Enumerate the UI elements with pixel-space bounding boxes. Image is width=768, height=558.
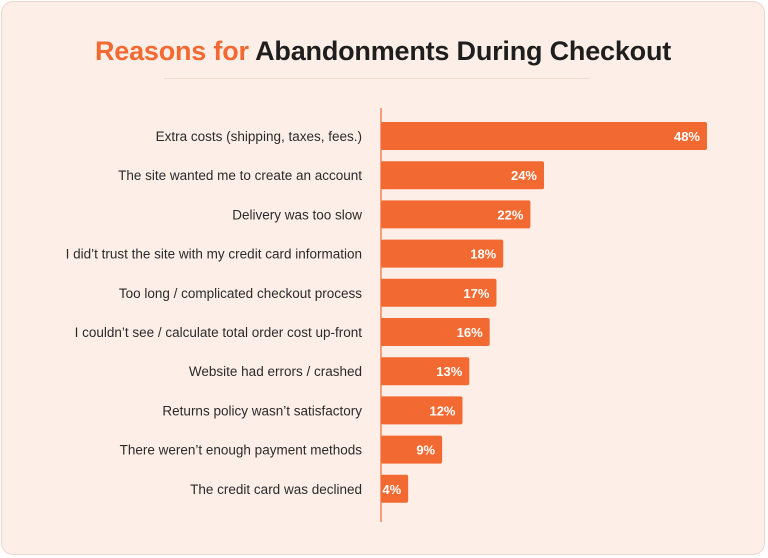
- value-label: 24%: [511, 168, 537, 183]
- bar: [381, 474, 409, 503]
- bar: [381, 435, 443, 464]
- category-label: I couldn’t see / calculate total order c…: [75, 325, 363, 340]
- category-label: I did’t trust the site with my credit ca…: [66, 247, 362, 262]
- chart-title-accent: Reasons for: [94, 36, 249, 66]
- value-label: 9%: [416, 443, 435, 458]
- chart-title-main: Abandonments During Checkout: [255, 36, 672, 66]
- value-label: 13%: [436, 364, 462, 379]
- category-label: There weren’t enough payment methods: [120, 443, 363, 458]
- category-label: The credit card was declined: [190, 482, 362, 497]
- category-label: Delivery was too slow: [232, 207, 362, 222]
- bar: [381, 357, 470, 386]
- bar: [381, 239, 504, 268]
- category-label: Returns policy wasn’t satisfactory: [162, 403, 362, 418]
- category-label: The site wanted me to create an account: [118, 168, 362, 183]
- bar: [381, 318, 490, 346]
- bar: [381, 122, 707, 150]
- title-divider: [164, 78, 590, 79]
- value-label: 22%: [497, 207, 523, 222]
- category-label: Extra costs (shipping, taxes, fees.): [156, 129, 362, 144]
- bar: [381, 161, 544, 190]
- chart-title: Reasons for Abandonments During Checkout: [2, 36, 764, 67]
- bar: [381, 396, 463, 425]
- value-label: 48%: [674, 129, 700, 144]
- bar: [381, 200, 531, 229]
- value-label: 4%: [382, 482, 401, 497]
- value-label: 12%: [429, 403, 455, 418]
- value-label: 16%: [457, 325, 483, 340]
- value-label: 17%: [463, 286, 489, 301]
- bar: [381, 278, 497, 307]
- category-label: Too long / complicated checkout process: [119, 286, 362, 301]
- bars-group: Extra costs (shipping, taxes, fees.) 48% T…: [66, 122, 707, 503]
- value-label: 18%: [470, 247, 496, 262]
- category-label: Website had errors / crashed: [189, 364, 362, 379]
